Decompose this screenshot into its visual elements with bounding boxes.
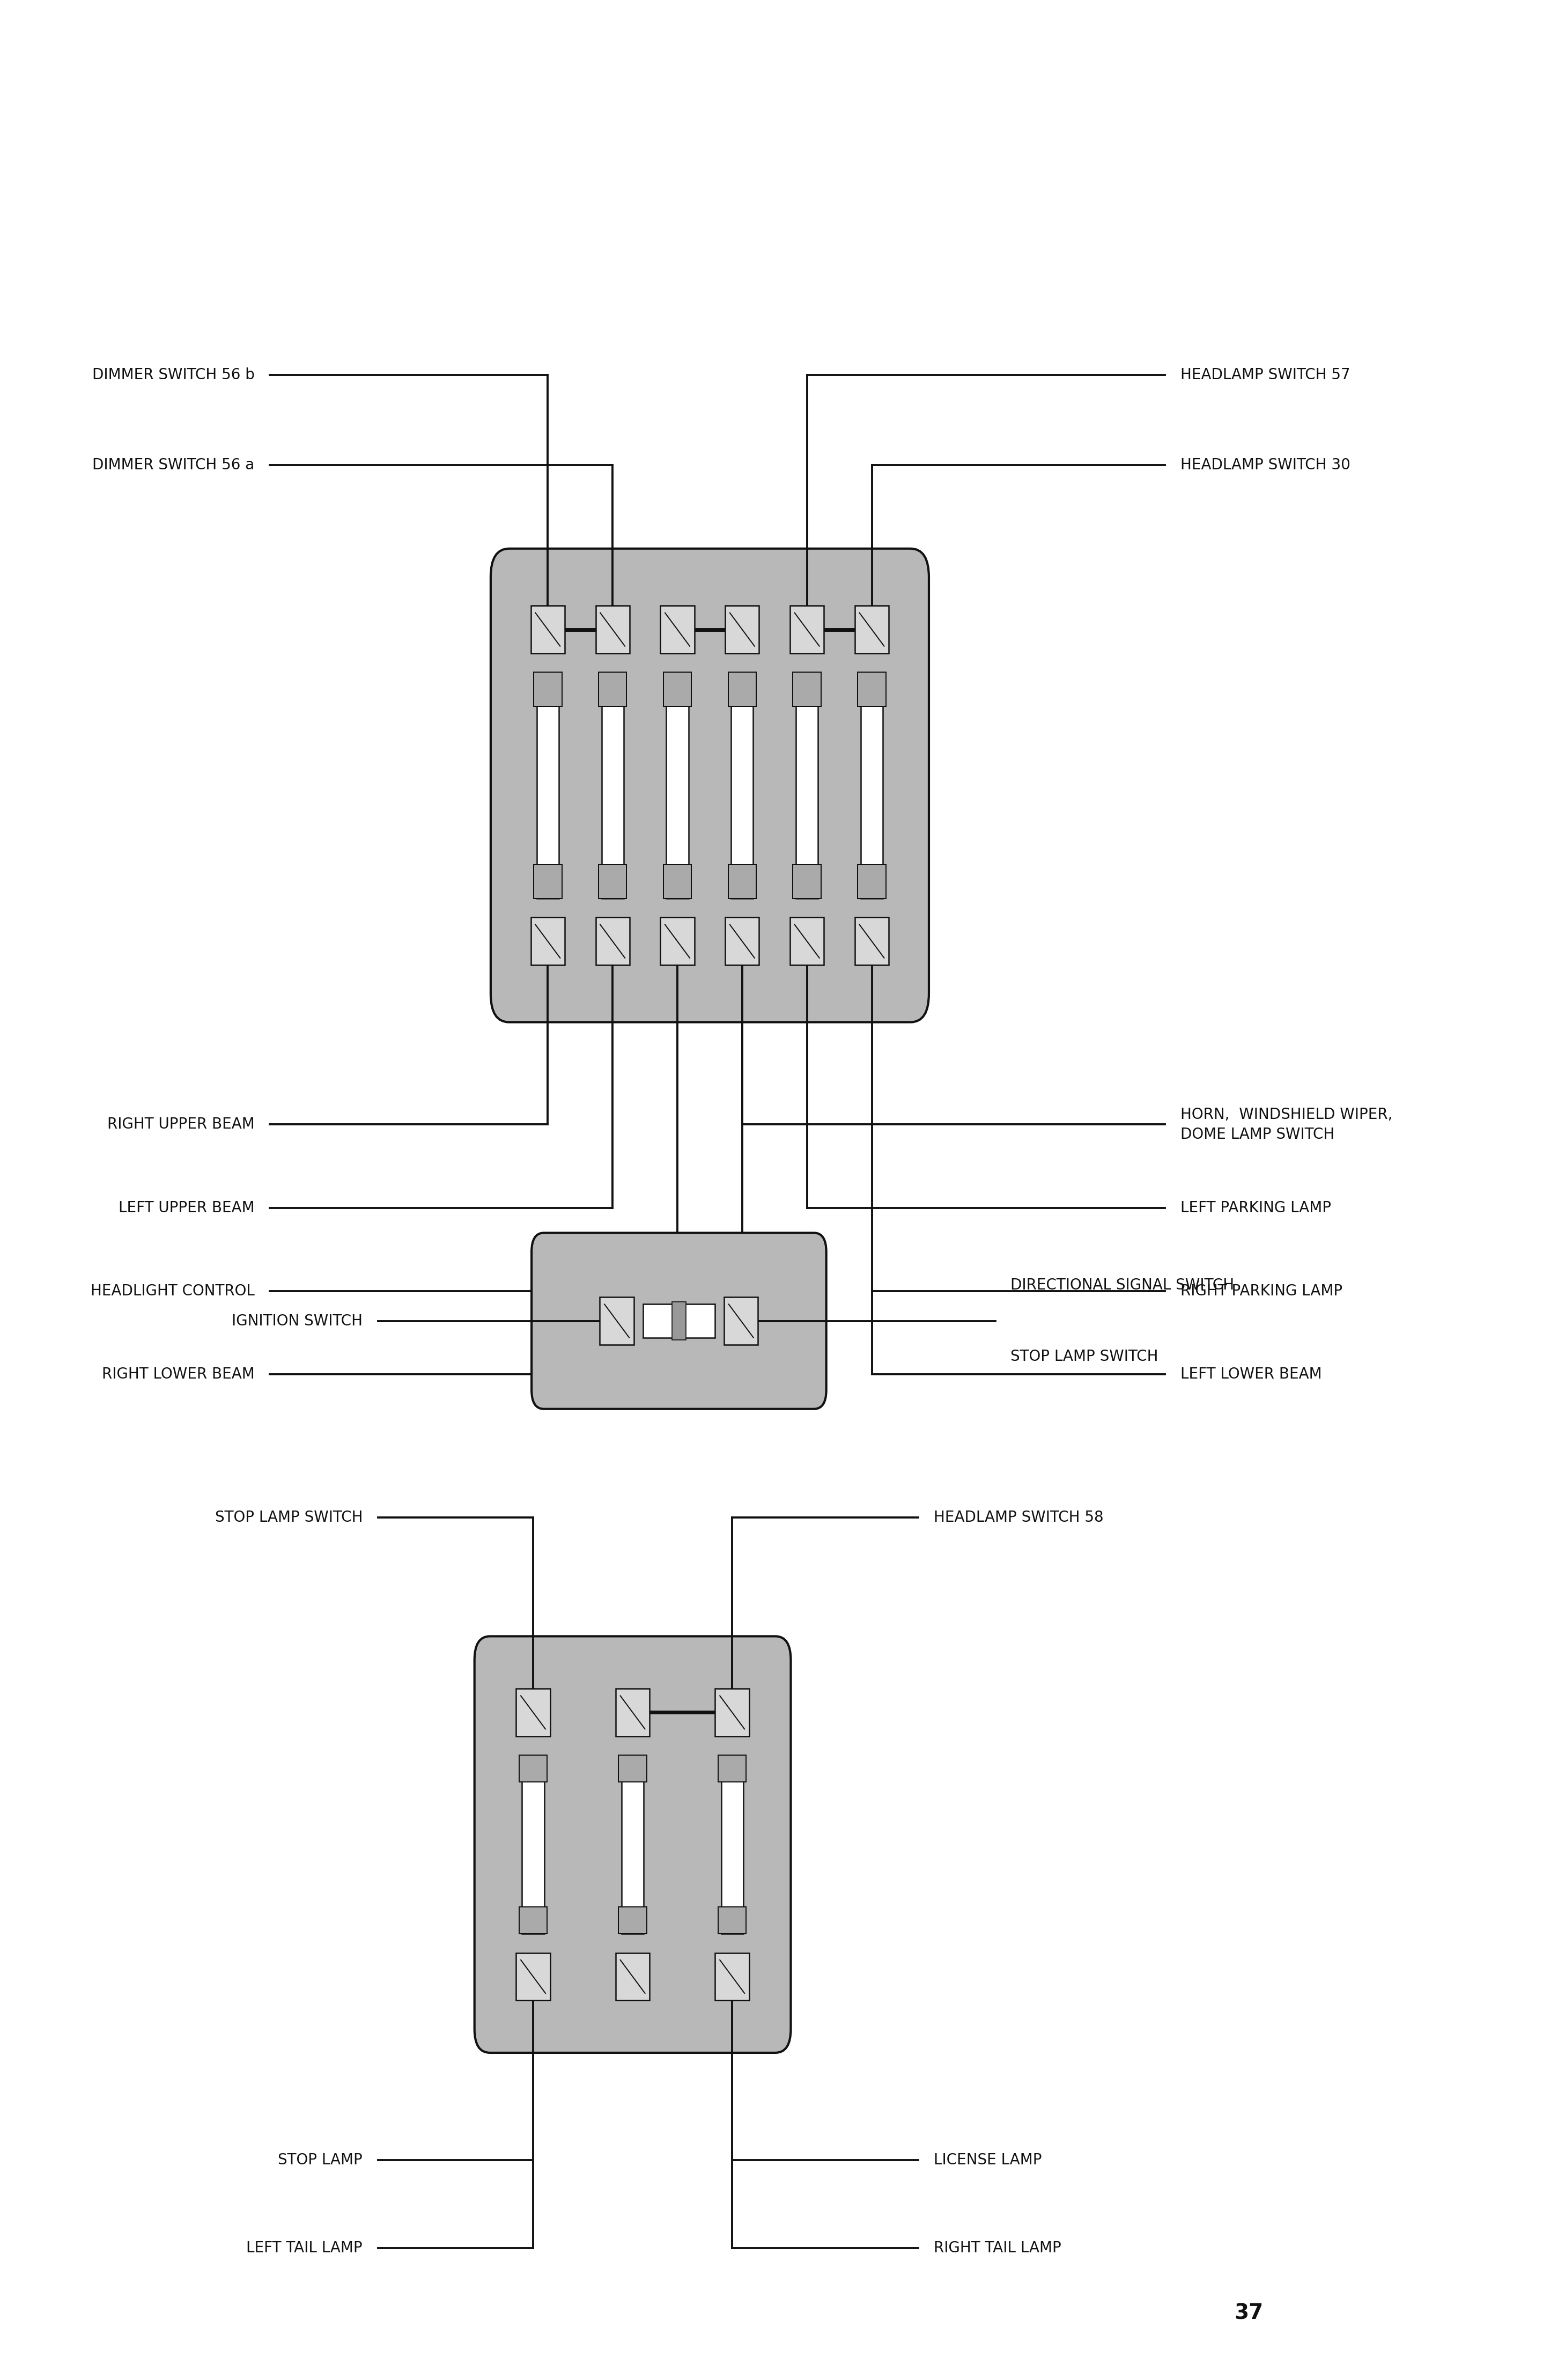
Bar bbox=[721, 1756, 744, 1933]
Text: RIGHT TAIL LAMP: RIGHT TAIL LAMP bbox=[934, 2240, 1062, 2256]
Text: HEADLIGHT CONTROL: HEADLIGHT CONTROL bbox=[91, 1283, 255, 1299]
Text: DIMMER SWITCH 56 a: DIMMER SWITCH 56 a bbox=[93, 457, 255, 474]
FancyBboxPatch shape bbox=[616, 1690, 650, 1737]
Bar bbox=[663, 674, 691, 707]
Bar bbox=[717, 1756, 747, 1783]
Text: DIMMER SWITCH 56 b: DIMMER SWITCH 56 b bbox=[93, 367, 255, 383]
Bar bbox=[619, 1906, 647, 1933]
FancyBboxPatch shape bbox=[515, 1690, 549, 1737]
FancyBboxPatch shape bbox=[714, 1690, 750, 1737]
FancyBboxPatch shape bbox=[855, 916, 889, 966]
Text: IGNITION SWITCH: IGNITION SWITCH bbox=[231, 1314, 363, 1328]
FancyBboxPatch shape bbox=[515, 1952, 549, 1999]
Bar bbox=[728, 864, 756, 897]
Text: HEADLAMP SWITCH 30: HEADLAMP SWITCH 30 bbox=[1180, 457, 1350, 474]
Text: LEFT TAIL LAMP: LEFT TAIL LAMP bbox=[247, 2240, 363, 2256]
FancyBboxPatch shape bbox=[600, 1297, 634, 1345]
FancyBboxPatch shape bbox=[475, 1637, 790, 2052]
FancyBboxPatch shape bbox=[491, 550, 929, 1023]
Text: RIGHT UPPER BEAM: RIGHT UPPER BEAM bbox=[108, 1116, 255, 1133]
FancyBboxPatch shape bbox=[790, 916, 824, 966]
FancyBboxPatch shape bbox=[596, 916, 630, 966]
FancyBboxPatch shape bbox=[596, 605, 630, 652]
FancyBboxPatch shape bbox=[725, 916, 759, 966]
Text: LEFT LOWER BEAM: LEFT LOWER BEAM bbox=[1180, 1366, 1322, 1383]
Bar bbox=[663, 864, 691, 897]
FancyBboxPatch shape bbox=[790, 605, 824, 652]
Bar bbox=[731, 671, 753, 897]
Bar bbox=[602, 671, 623, 897]
Text: HEADLAMP SWITCH 57: HEADLAMP SWITCH 57 bbox=[1180, 367, 1350, 383]
Bar bbox=[671, 1302, 687, 1340]
Bar bbox=[534, 674, 562, 707]
FancyBboxPatch shape bbox=[725, 605, 759, 652]
Bar bbox=[518, 1906, 548, 1933]
FancyBboxPatch shape bbox=[660, 605, 694, 652]
Bar bbox=[717, 1906, 747, 1933]
Bar bbox=[643, 1304, 714, 1338]
Bar bbox=[858, 864, 886, 897]
Text: STOP LAMP: STOP LAMP bbox=[278, 2152, 363, 2168]
Bar bbox=[599, 674, 626, 707]
Text: LEFT UPPER BEAM: LEFT UPPER BEAM bbox=[119, 1200, 255, 1216]
Bar bbox=[861, 671, 883, 897]
FancyBboxPatch shape bbox=[531, 916, 565, 966]
Bar bbox=[537, 671, 559, 897]
Text: STOP LAMP SWITCH: STOP LAMP SWITCH bbox=[214, 1509, 363, 1526]
FancyBboxPatch shape bbox=[660, 916, 694, 966]
Text: LICENSE LAMP: LICENSE LAMP bbox=[934, 2152, 1042, 2168]
FancyBboxPatch shape bbox=[855, 605, 889, 652]
Bar bbox=[534, 864, 562, 897]
FancyBboxPatch shape bbox=[531, 605, 565, 652]
Text: RIGHT PARKING LAMP: RIGHT PARKING LAMP bbox=[1180, 1283, 1342, 1299]
Text: STOP LAMP SWITCH: STOP LAMP SWITCH bbox=[1011, 1349, 1159, 1364]
Bar bbox=[796, 671, 818, 897]
FancyBboxPatch shape bbox=[616, 1952, 650, 1999]
Text: DIRECTIONAL SIGNAL SWITCH: DIRECTIONAL SIGNAL SWITCH bbox=[1011, 1278, 1234, 1292]
Bar bbox=[599, 864, 626, 897]
Bar bbox=[793, 674, 821, 707]
Bar bbox=[619, 1756, 647, 1783]
Bar bbox=[793, 864, 821, 897]
Text: RIGHT LOWER BEAM: RIGHT LOWER BEAM bbox=[102, 1366, 255, 1383]
Bar bbox=[858, 674, 886, 707]
Bar bbox=[622, 1756, 643, 1933]
Bar bbox=[667, 671, 688, 897]
FancyBboxPatch shape bbox=[724, 1297, 758, 1345]
Bar bbox=[728, 674, 756, 707]
Text: HORN,  WINDSHIELD WIPER,
DOME LAMP SWITCH: HORN, WINDSHIELD WIPER, DOME LAMP SWITCH bbox=[1180, 1107, 1392, 1142]
Bar bbox=[522, 1756, 545, 1933]
FancyBboxPatch shape bbox=[531, 1233, 827, 1409]
Text: 37: 37 bbox=[1234, 2304, 1264, 2323]
Text: LEFT PARKING LAMP: LEFT PARKING LAMP bbox=[1180, 1200, 1332, 1216]
FancyBboxPatch shape bbox=[714, 1952, 750, 1999]
Text: HEADLAMP SWITCH 58: HEADLAMP SWITCH 58 bbox=[934, 1509, 1103, 1526]
Bar bbox=[518, 1756, 548, 1783]
